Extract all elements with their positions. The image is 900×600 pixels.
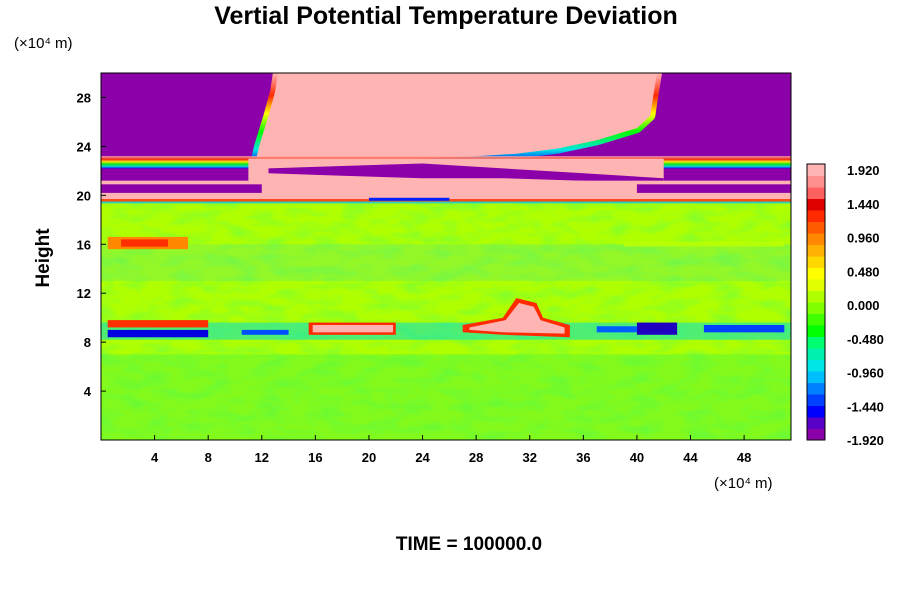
colorbar-swatch <box>807 221 825 234</box>
blue-streak-19 <box>368 197 450 201</box>
y-axis: 4 8 12 16 20 24 28 <box>77 90 106 399</box>
chart-title: Vertial Potential Temperature Deviation <box>214 2 678 30</box>
colorbar-label: 0.000 <box>847 298 880 313</box>
x-unit-label: (×10⁴ m) <box>714 475 773 492</box>
x-axis: 4 8 12 16 20 24 28 32 36 40 44 48 <box>151 435 751 465</box>
x-tick-label: 40 <box>630 450 644 465</box>
colorbar-swatch <box>807 417 825 429</box>
colorbar-swatch <box>807 233 825 245</box>
colorbar-frame <box>806 163 826 441</box>
warm-core-16 <box>121 239 168 247</box>
colorbar-swatch <box>807 325 825 337</box>
y-tick-label: 12 <box>77 286 91 301</box>
colorbar-swatch <box>807 302 825 314</box>
colorbar-swatch <box>807 175 825 188</box>
cyan-line-19 <box>101 201 791 204</box>
y-tick-label: 20 <box>77 188 91 203</box>
colorbar: 1.920 1.440 0.960 0.480 0.000 -0.480 -0.960 -1.… <box>806 163 884 448</box>
x-tick-label: 48 <box>737 450 751 465</box>
warm-patch-1 <box>312 325 394 333</box>
x-tick-label: 16 <box>308 450 322 465</box>
x-tick-label: 36 <box>576 450 590 465</box>
colorbar-swatch <box>807 244 825 257</box>
yellow-streak-16 <box>623 241 785 247</box>
x-tick-label: 44 <box>683 450 698 465</box>
warm-patch-2 <box>469 303 565 334</box>
cold-strip-right <box>636 184 791 193</box>
time-annotation: TIME = 100000.0 <box>396 534 542 555</box>
x-tick-label: 24 <box>415 450 430 465</box>
y-axis-label: Height <box>33 228 54 288</box>
colorbar-swatch <box>807 405 825 418</box>
field-upper-warm-plume <box>255 73 657 164</box>
colorbar-label: -0.960 <box>847 366 884 381</box>
colorbar-label: 0.960 <box>847 231 880 246</box>
cold-patch-left <box>107 329 209 338</box>
field-mid-tint <box>101 244 791 281</box>
x-tick-label: 20 <box>362 450 376 465</box>
cold-streak <box>241 329 289 335</box>
colorbar-swatch <box>807 371 825 383</box>
y-unit-label: (×10⁴ m) <box>14 35 73 52</box>
colorbar-swatch <box>807 198 825 211</box>
colorbar-swatch <box>807 210 825 222</box>
x-tick-label: 32 <box>523 450 537 465</box>
colorbar-label: -1.440 <box>847 399 884 414</box>
y-tick-label: 4 <box>84 384 92 399</box>
colorbar-swatch <box>807 359 825 372</box>
colorbar-swatch <box>807 428 825 441</box>
colorbar-label: 1.440 <box>847 197 880 212</box>
colorbar-label: -0.480 <box>847 332 884 347</box>
cold-streak-right-2 <box>703 325 785 333</box>
warm-streak-left <box>107 320 209 328</box>
field-texture <box>101 195 791 440</box>
x-tick-label: 28 <box>469 450 483 465</box>
y-tick-label: 24 <box>77 139 92 154</box>
colorbar-label: 0.480 <box>847 264 880 279</box>
colorbar-label: -1.920 <box>847 433 884 448</box>
colorbar-label: 1.920 <box>847 163 880 178</box>
warm-layer-20 <box>101 180 791 201</box>
colorbar-swatch <box>807 290 825 303</box>
y-tick-label: 28 <box>77 90 91 105</box>
colorbar-swatch <box>807 348 825 360</box>
x-tick-label: 12 <box>255 450 269 465</box>
colorbar-swatch <box>807 394 825 406</box>
cold-streak-right <box>596 326 637 333</box>
colorbar-swatch <box>807 279 825 291</box>
y-tick-label: 16 <box>77 237 91 252</box>
colorbar-swatch <box>807 382 825 395</box>
colorbar-swatch <box>807 313 825 326</box>
cold-patch-right <box>636 322 678 335</box>
y-tick-label: 8 <box>84 335 91 350</box>
x-tick-label: 8 <box>205 450 212 465</box>
colorbar-swatch <box>807 336 825 349</box>
field-lower-tint <box>101 354 791 440</box>
colorbar-swatch <box>807 187 825 199</box>
purple-lobe <box>268 163 664 185</box>
colorbar-swatch <box>807 256 825 268</box>
heatmap-field <box>101 73 791 440</box>
plot-frame <box>100 72 792 441</box>
cold-strip-left <box>101 184 262 193</box>
x-tick-label: 4 <box>151 450 159 465</box>
colorbar-swatch <box>807 267 825 280</box>
colorbar-swatch <box>807 164 825 176</box>
